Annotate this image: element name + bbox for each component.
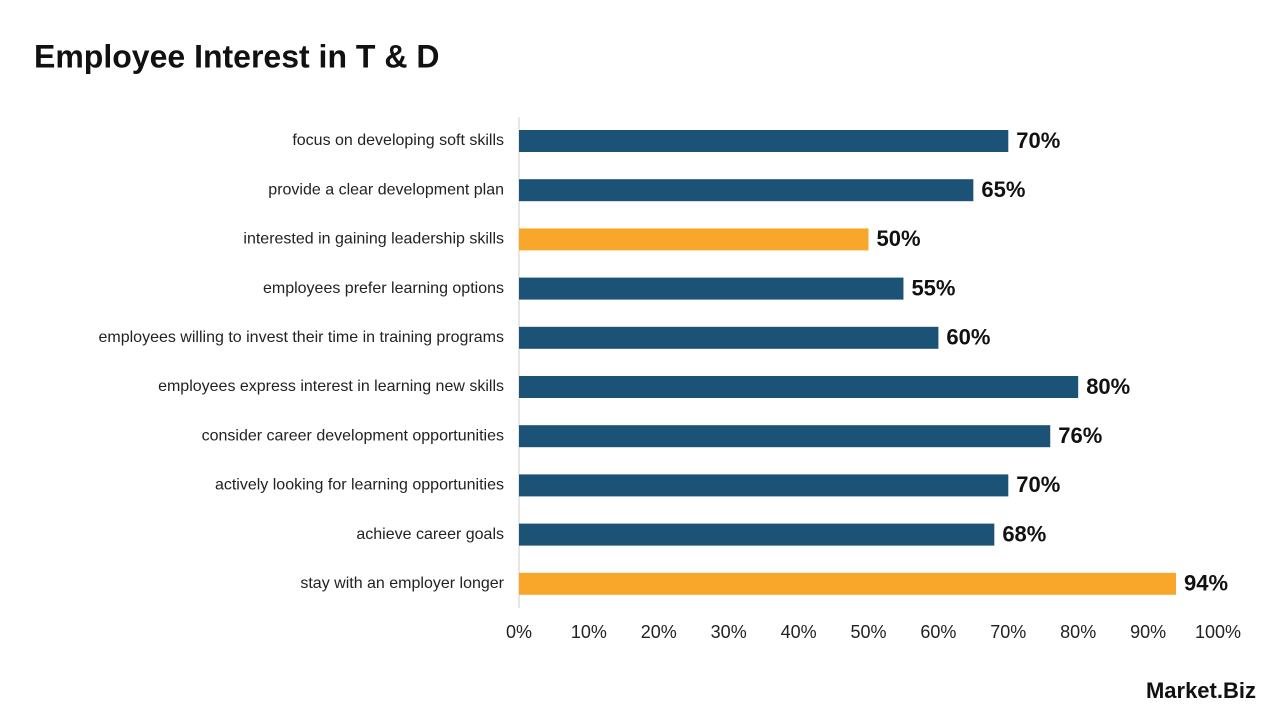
x-tick-label: 20% (641, 622, 677, 642)
value-label: 80% (1086, 374, 1130, 399)
chart-title: Employee Interest in T & D (34, 38, 439, 74)
value-label: 65% (981, 177, 1025, 202)
category-label: employees express interest in learning n… (158, 378, 504, 395)
category-label: consider career development opportunitie… (202, 427, 504, 444)
category-label: stay with an employer longer (300, 575, 504, 592)
value-label: 70% (1016, 128, 1060, 153)
x-tick-label: 50% (850, 622, 886, 642)
bar (519, 277, 904, 300)
category-label: actively looking for learning opportunit… (215, 477, 504, 494)
bar (519, 572, 1177, 595)
bar (519, 376, 1079, 398)
category-label: employees willing to invest their time i… (98, 329, 504, 346)
value-label: 70% (1016, 472, 1060, 497)
bar (519, 523, 995, 546)
category-label: employees prefer learning options (263, 280, 504, 297)
category-label: focus on developing soft skills (292, 132, 504, 149)
bar (519, 130, 1009, 152)
x-tick-label: 10% (571, 622, 607, 642)
value-label: 94% (1184, 571, 1228, 596)
value-label: 55% (911, 275, 955, 300)
x-tick-label: 60% (920, 622, 956, 642)
x-tick-label: 90% (1130, 622, 1166, 642)
x-tick-label: 0% (506, 622, 532, 642)
bar (519, 179, 974, 202)
value-label: 68% (1002, 521, 1046, 546)
x-tick-label: 80% (1060, 622, 1096, 642)
logo: Market.Biz (1146, 678, 1256, 703)
category-label: provide a clear development plan (268, 181, 504, 198)
bar (519, 228, 869, 251)
bar (519, 474, 1009, 497)
value-label: 76% (1058, 423, 1102, 448)
category-label: achieve career goals (356, 526, 504, 543)
x-tick-label: 30% (711, 622, 747, 642)
x-tick-label: 40% (781, 622, 817, 642)
x-tick-label: 70% (990, 622, 1026, 642)
value-label: 50% (877, 226, 921, 251)
category-label: interested in gaining leadership skills (243, 231, 504, 248)
x-tick-label: 100% (1195, 622, 1241, 642)
bar (519, 326, 939, 349)
bar (519, 425, 1051, 448)
value-label: 60% (946, 325, 990, 350)
